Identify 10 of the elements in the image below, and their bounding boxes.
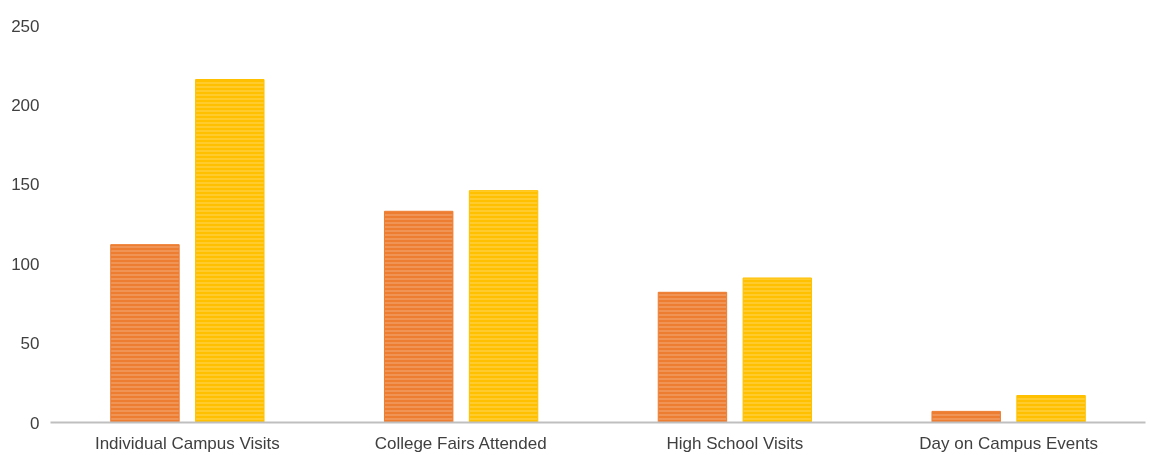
y-tick-label: 50 xyxy=(20,334,40,354)
y-tick-label: 200 xyxy=(11,95,40,115)
x-tick-label: College Fairs Attended xyxy=(374,433,547,453)
x-tick-label: Individual Campus Visits xyxy=(94,433,280,453)
x-tick-label: Day on Campus Events xyxy=(919,433,1098,453)
y-tick-label: 100 xyxy=(11,254,40,274)
y-tick-label: 150 xyxy=(11,175,40,195)
y-tick-label: 250 xyxy=(11,16,40,36)
x-tick-label: High School Visits xyxy=(666,433,804,453)
y-tick-label: 0 xyxy=(30,413,40,433)
